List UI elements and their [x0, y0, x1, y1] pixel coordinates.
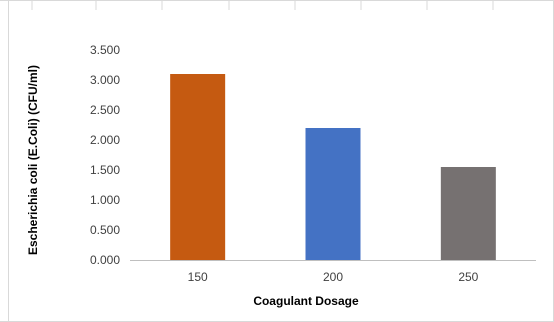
y-tick-label: 0.000: [90, 253, 120, 267]
y-tick-label: 3.000: [90, 73, 120, 87]
bar-200: [305, 128, 361, 260]
x-tick-label: 200: [323, 270, 343, 284]
y-tick-label: 1.000: [90, 193, 120, 207]
x-axis-title: Coagulant Dosage: [253, 294, 359, 308]
y-tick-label: 1.500: [90, 163, 120, 177]
y-tick-label: 2.500: [90, 103, 120, 117]
y-axis-ticks: 0.000 0.500 1.000 1.500 2.000 2.500 3.000 3.500: [90, 43, 120, 267]
x-tick-label: 250: [458, 270, 478, 284]
y-axis-title: Escherichia coli (E.Coli) (CFU/ml): [26, 65, 40, 255]
bar-150: [170, 74, 226, 260]
bars: [170, 74, 496, 260]
y-tick-label: 0.500: [90, 223, 120, 237]
bar-250: [440, 167, 496, 260]
x-tick-label: 150: [188, 270, 208, 284]
y-tick-label: 2.000: [90, 133, 120, 147]
x-axis-ticks: 150 200 250: [188, 270, 479, 284]
y-tick-label: 3.500: [90, 43, 120, 57]
